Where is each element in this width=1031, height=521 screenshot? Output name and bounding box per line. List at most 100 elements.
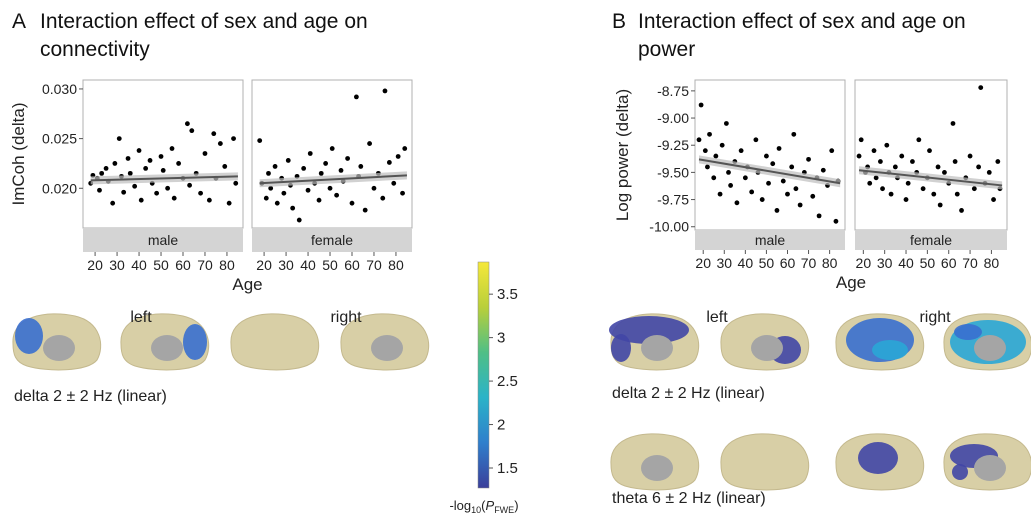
data-point bbox=[154, 190, 160, 196]
x-tick-label: 40 bbox=[300, 257, 316, 273]
y-tick-label: -9.75 bbox=[657, 192, 689, 208]
facet-panel bbox=[251, 79, 413, 229]
facet-panel bbox=[694, 79, 846, 231]
data-point bbox=[713, 153, 719, 159]
data-point bbox=[871, 148, 877, 154]
trend-line bbox=[698, 158, 841, 185]
medial-wall bbox=[641, 335, 673, 361]
data-point bbox=[386, 160, 392, 165]
x-tick-label: 70 bbox=[962, 255, 978, 271]
colorbar bbox=[477, 261, 490, 489]
data-point bbox=[719, 142, 725, 148]
data-point bbox=[986, 169, 992, 175]
data-point bbox=[959, 208, 964, 213]
data-point bbox=[296, 217, 302, 223]
data-point bbox=[110, 200, 116, 206]
data-point bbox=[920, 186, 926, 192]
medial-wall bbox=[974, 335, 1006, 361]
x-axis-label: Age bbox=[836, 273, 866, 292]
data-point bbox=[858, 137, 864, 143]
data-point bbox=[103, 166, 109, 171]
colorbar-label-part: ( bbox=[481, 498, 486, 513]
data-point bbox=[158, 154, 164, 159]
data-point bbox=[726, 169, 731, 175]
data-point bbox=[211, 131, 217, 137]
panel-title: Interaction effect of sex and age on con… bbox=[40, 10, 368, 61]
data-point bbox=[206, 197, 212, 203]
data-point bbox=[318, 170, 324, 176]
data-point bbox=[728, 183, 734, 188]
data-point bbox=[189, 128, 195, 134]
colorbar-tick-label: 2 bbox=[497, 417, 505, 434]
data-point bbox=[723, 121, 729, 126]
panel-letter: A bbox=[12, 10, 27, 33]
facet-label: female bbox=[311, 232, 353, 248]
data-point bbox=[702, 148, 708, 154]
data-point bbox=[878, 159, 883, 164]
data-point bbox=[791, 131, 797, 137]
data-point bbox=[905, 180, 911, 186]
data-point bbox=[226, 200, 232, 206]
y-tick-label: 0.025 bbox=[42, 131, 77, 147]
x-tick-label: 70 bbox=[197, 257, 213, 273]
y-tick-label: -9.50 bbox=[657, 164, 689, 180]
x-tick-label: 50 bbox=[153, 257, 169, 273]
colorbar-label-part: FWE bbox=[494, 505, 514, 515]
data-point bbox=[99, 170, 105, 176]
x-tick-label: 70 bbox=[801, 255, 817, 271]
data-point bbox=[738, 148, 744, 154]
medial-wall bbox=[371, 335, 403, 361]
data-point bbox=[954, 191, 960, 197]
data-point bbox=[391, 180, 397, 186]
data-point bbox=[143, 166, 149, 171]
facet-panel bbox=[82, 79, 244, 229]
data-point bbox=[121, 189, 127, 195]
data-point bbox=[187, 182, 192, 188]
data-point bbox=[358, 164, 364, 169]
trend-line bbox=[90, 175, 238, 182]
data-point bbox=[395, 154, 401, 159]
data-point bbox=[976, 164, 982, 170]
colorbar-label-part: ) bbox=[514, 498, 518, 513]
panel-title: Interaction effect of sex and age on pow… bbox=[638, 10, 966, 61]
data-point bbox=[935, 164, 941, 170]
colorbar-label-part: -log bbox=[449, 498, 471, 513]
data-point bbox=[316, 197, 322, 203]
data-point bbox=[916, 137, 922, 143]
activation-patch bbox=[858, 442, 898, 474]
data-point bbox=[334, 192, 340, 198]
activation-patch bbox=[954, 324, 982, 340]
y-tick-label: -9.00 bbox=[657, 110, 689, 126]
data-point bbox=[176, 161, 182, 166]
y-axis-label: ImCoh (delta) bbox=[9, 103, 28, 206]
x-tick-label: 50 bbox=[322, 257, 338, 273]
data-point bbox=[770, 161, 776, 167]
data-point bbox=[764, 153, 769, 159]
data-point bbox=[112, 161, 118, 166]
hemisphere-label: left bbox=[130, 309, 152, 326]
x-tick-label: 30 bbox=[877, 255, 893, 271]
colorbar-tick-label: 1.5 bbox=[497, 460, 518, 477]
data-point bbox=[888, 191, 894, 197]
x-tick-label: 80 bbox=[388, 257, 404, 273]
data-point bbox=[978, 85, 984, 91]
x-tick-label: 40 bbox=[738, 255, 754, 271]
data-point bbox=[810, 193, 816, 199]
data-point bbox=[927, 148, 932, 154]
data-point bbox=[184, 121, 190, 127]
data-point bbox=[820, 167, 826, 173]
data-point bbox=[281, 190, 287, 196]
data-point bbox=[290, 205, 296, 211]
data-point bbox=[899, 153, 905, 159]
x-tick-label: 50 bbox=[759, 255, 775, 271]
x-tick-label: 20 bbox=[256, 257, 272, 273]
facet-strip bbox=[855, 230, 1007, 250]
data-point bbox=[349, 200, 355, 206]
activation-patch bbox=[609, 316, 689, 344]
data-point bbox=[776, 146, 782, 151]
data-point bbox=[995, 159, 1001, 164]
facet-strip bbox=[695, 230, 845, 250]
data-point bbox=[749, 189, 755, 195]
data-point bbox=[329, 146, 335, 151]
